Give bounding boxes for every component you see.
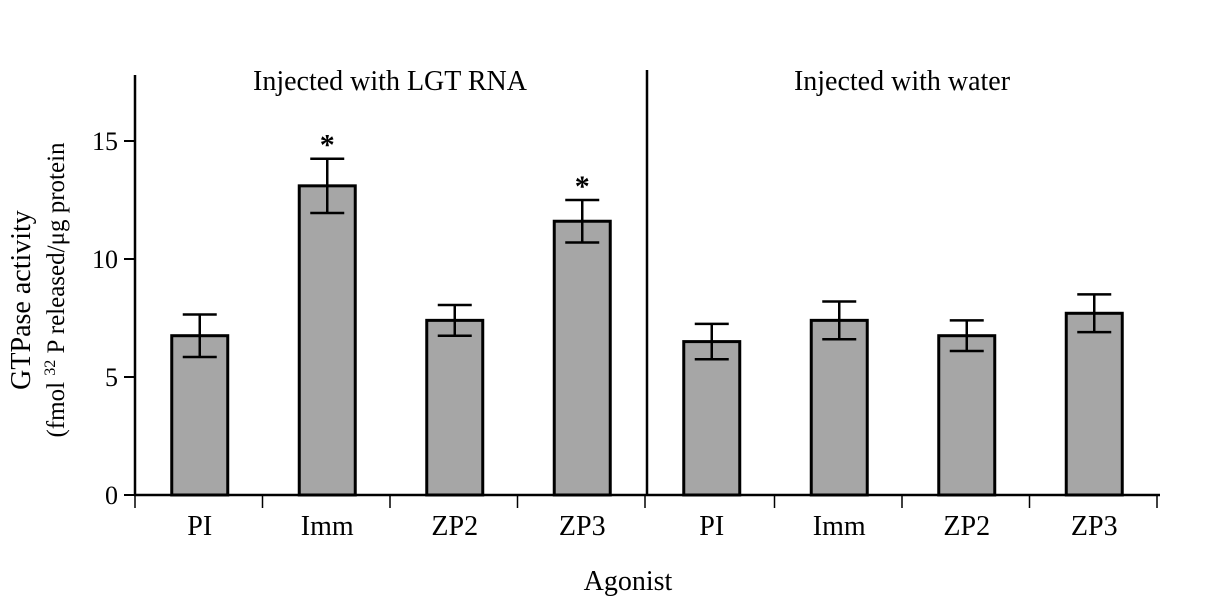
y-axis-unit-prefix: (fmol — [43, 376, 70, 438]
x-tick-label: ZP2 — [943, 511, 990, 542]
y-tick-label: 5 — [105, 363, 118, 392]
y-tick-label: 10 — [92, 245, 118, 274]
bar — [297, 184, 357, 497]
labels-layer: 0 5 10 15 Injected with LGT RNA PI * Imm ZP2 * ZP3… — [92, 66, 1118, 542]
x-tick-label: Imm — [301, 511, 354, 542]
y-axis-unit-label: (fmol 32 P released/μg protein — [42, 142, 70, 438]
x-tick-label: ZP3 — [1071, 511, 1118, 542]
bars-layer — [170, 157, 1124, 497]
bar — [170, 334, 230, 497]
bar — [937, 334, 997, 497]
y-tick-label: 15 — [92, 127, 118, 156]
bar — [1064, 311, 1124, 497]
significance-marker: * — [575, 170, 590, 203]
significance-marker: * — [320, 129, 335, 162]
group-title: Injected with LGT RNA — [253, 66, 528, 97]
x-tick-label: ZP3 — [559, 511, 606, 542]
bar — [552, 219, 612, 497]
bar — [425, 318, 485, 497]
axes — [124, 70, 1160, 508]
x-tick-label: PI — [699, 511, 724, 542]
y-tick-label: 0 — [105, 481, 118, 510]
bar — [682, 340, 742, 497]
bar — [809, 318, 869, 497]
x-tick-label: Imm — [813, 511, 866, 542]
y-axis-unit-superscript: 32 — [42, 360, 59, 376]
y-axis-title: GTPase activity — [6, 210, 37, 390]
x-axis-title: Agonist — [584, 566, 673, 597]
group-title: Injected with water — [794, 66, 1011, 97]
x-tick-label: PI — [187, 511, 212, 542]
x-tick-label: ZP2 — [431, 511, 478, 542]
y-axis-unit-suffix: P released/μg protein — [43, 142, 70, 360]
